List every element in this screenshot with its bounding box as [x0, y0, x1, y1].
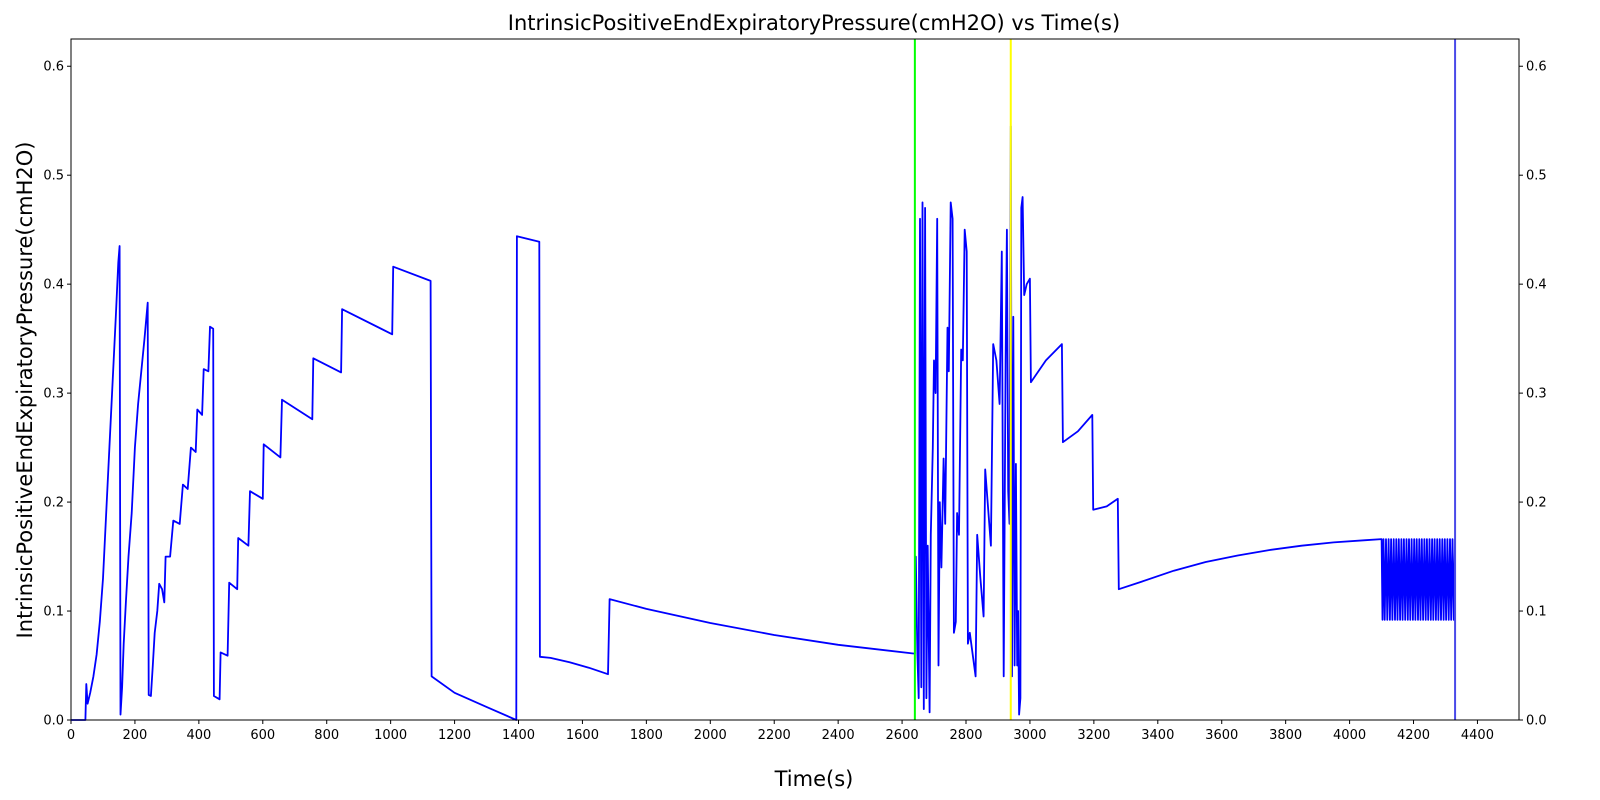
x-tick-label: 4000 [1333, 728, 1366, 743]
x-tick-label: 400 [186, 728, 211, 743]
x-axis: 0 200 400 600 800 1000 1200 1400 1600 1800 2000 220… [67, 720, 1494, 743]
x-tick-label: 0 [67, 728, 75, 743]
x-tick-label: 3200 [1077, 728, 1110, 743]
x-tick-label: 1000 [374, 728, 407, 743]
x-tick-label: 2000 [694, 728, 727, 743]
y-right-tick-label: 0.1 [1526, 605, 1547, 620]
x-tick-label: 3800 [1269, 728, 1302, 743]
y-right-tick-label: 0.0 [1526, 714, 1547, 729]
y-right-tick-label: 0.3 [1526, 387, 1547, 402]
y-tick-label: 0.5 [43, 169, 64, 184]
y-tick-label: 0.1 [43, 605, 64, 620]
x-tick-label: 2200 [758, 728, 791, 743]
x-tick-label: 1800 [630, 728, 663, 743]
x-tick-label: 3400 [1141, 728, 1174, 743]
x-axis-label: Time(s) [774, 767, 854, 791]
plot-area [71, 39, 1457, 721]
series-line [71, 125, 1456, 721]
x-tick-label: 1600 [566, 728, 599, 743]
x-tick-label: 3000 [1013, 728, 1046, 743]
x-tick-label: 4200 [1397, 728, 1430, 743]
chart-title: IntrinsicPositiveEndExpiratoryPressure(c… [508, 11, 1120, 35]
x-tick-label: 1400 [502, 728, 535, 743]
x-tick-label: 600 [250, 728, 275, 743]
y-tick-label: 0.3 [43, 387, 64, 402]
x-tick-label: 4400 [1461, 728, 1494, 743]
y-axis-left: 0.0 0.1 0.2 0.3 0.4 0.5 0.6 [43, 60, 71, 729]
y-right-tick-label: 0.5 [1526, 169, 1547, 184]
y-right-tick-label: 0.4 [1526, 278, 1547, 293]
y-axis-label: IntrinsicPositiveEndExpiratoryPressure(c… [13, 142, 37, 639]
x-tick-label: 2600 [886, 728, 919, 743]
y-right-tick-label: 0.2 [1526, 496, 1547, 511]
x-tick-label: 2800 [949, 728, 982, 743]
y-tick-label: 0.6 [43, 60, 64, 75]
x-tick-label: 2400 [822, 728, 855, 743]
y-tick-label: 0.0 [43, 714, 64, 729]
x-tick-label: 200 [123, 728, 148, 743]
y-tick-label: 0.4 [43, 278, 64, 293]
y-tick-label: 0.2 [43, 496, 64, 511]
y-right-tick-label: 0.6 [1526, 60, 1547, 75]
x-tick-label: 3600 [1205, 728, 1238, 743]
plot-frame [70, 38, 1520, 721]
x-tick-label: 1200 [438, 728, 471, 743]
y-axis-right: 0.0 0.1 0.2 0.3 0.4 0.5 0.6 [1519, 60, 1547, 729]
x-tick-label: 800 [314, 728, 339, 743]
